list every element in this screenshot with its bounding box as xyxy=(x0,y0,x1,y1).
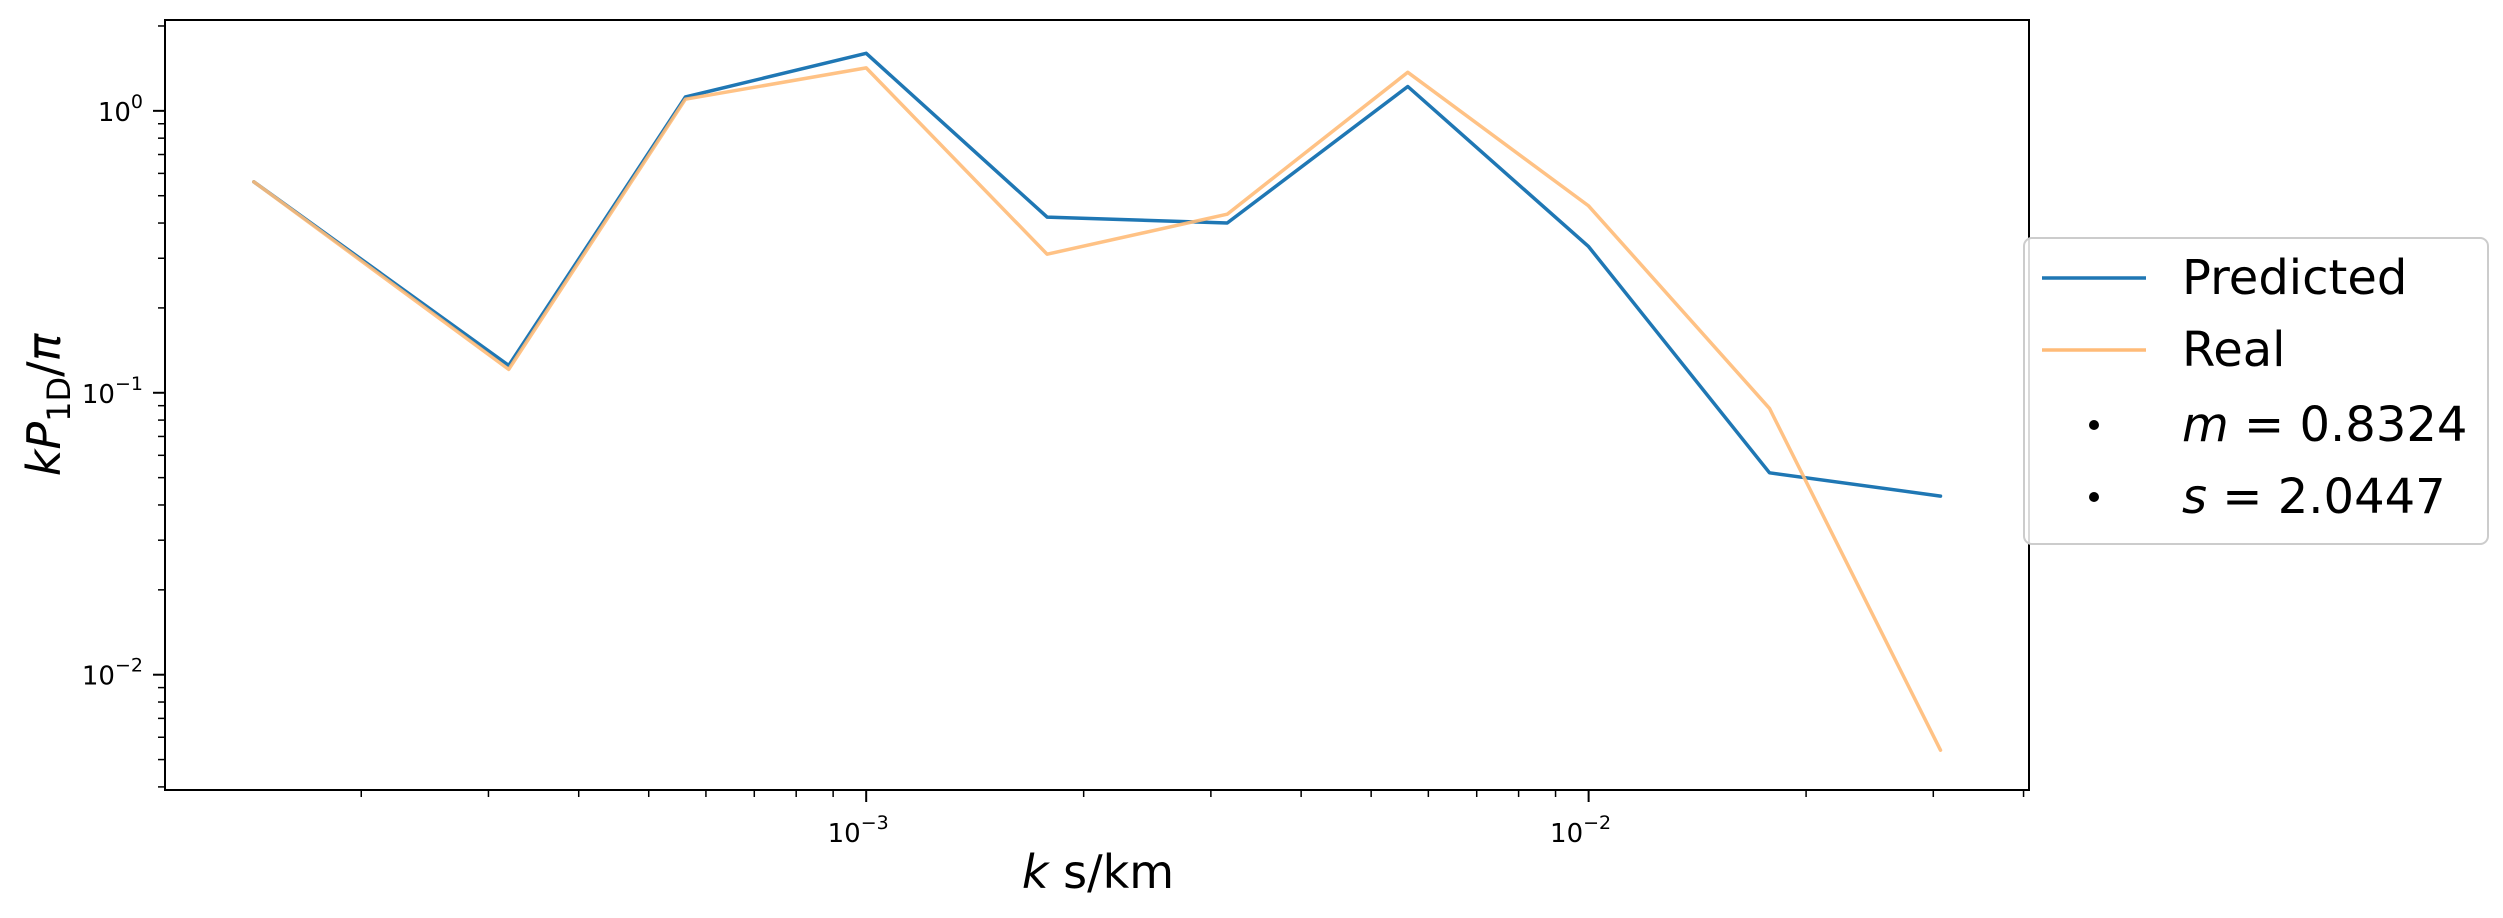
y-axis-label: kP1D/π xyxy=(17,332,78,476)
legend-marker-m xyxy=(2089,420,2099,430)
legend-label-predicted: Predicted xyxy=(2182,250,2407,306)
legend-label-m: m = 0.8324 xyxy=(2182,397,2467,453)
y-tick-label: 10−1 xyxy=(82,373,143,410)
legend-frame xyxy=(2023,237,2489,545)
legend-label-s: s = 2.0447 xyxy=(2182,469,2446,525)
plot-area xyxy=(164,19,2030,791)
major-ticks: 10−3 10−2 100 10−1 10−2 xyxy=(82,91,1611,849)
legend-label-real: Real xyxy=(2182,322,2285,378)
x-axis-label: k s/km xyxy=(1022,845,1174,899)
series-line-real xyxy=(252,66,1943,752)
legend-marker-s xyxy=(2089,492,2099,502)
x-tick-label: 10−2 xyxy=(1550,812,1611,849)
y-tick-label: 10−2 xyxy=(82,655,143,692)
legend: Predicted Real m = 0.8324 s = 2.0447 xyxy=(2023,237,2489,545)
series-lines xyxy=(252,51,1943,752)
x-tick-label: 10−3 xyxy=(828,812,889,849)
minor-ticks xyxy=(158,25,2025,797)
y-tick-label: 100 xyxy=(98,91,143,128)
series-line-predicted xyxy=(252,51,1943,498)
